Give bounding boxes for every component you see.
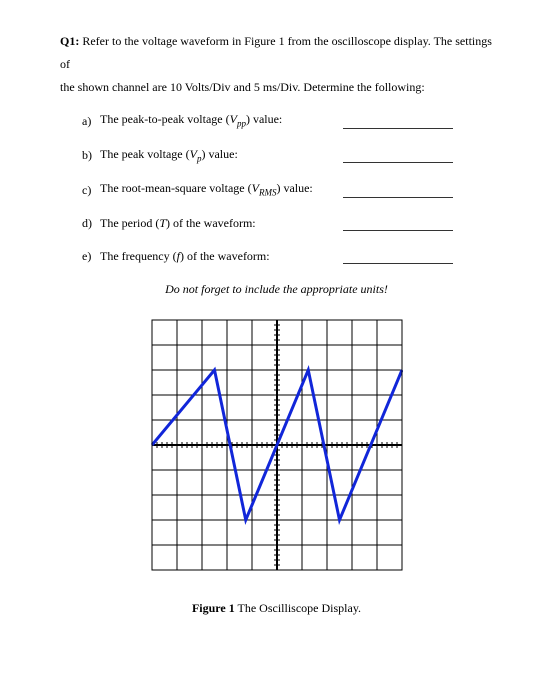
item-var: V: [252, 181, 259, 195]
figure-container: [60, 319, 493, 571]
item-pre: The peak-to-peak voltage (: [100, 112, 230, 126]
caption-bold: Figure 1: [192, 601, 235, 615]
answer-blank: [343, 252, 453, 264]
item-post: ) value:: [201, 147, 237, 161]
item-pre: The frequency (: [100, 249, 177, 263]
question-item: e)The frequency (f) of the waveform:: [82, 249, 493, 264]
item-text: The peak-to-peak voltage (Vpp) value:: [100, 112, 282, 128]
answer-blank: [343, 186, 453, 198]
item-post: ) value:: [276, 181, 312, 195]
item-letter: a): [82, 114, 100, 129]
item-letter: d): [82, 216, 100, 231]
caption-rest: The Oscilliscope Display.: [235, 601, 361, 615]
item-text: The peak voltage (Vp) value:: [100, 147, 238, 163]
item-var: T: [159, 216, 166, 230]
answer-blank: [343, 151, 453, 163]
answer-blank: [343, 117, 453, 129]
figure-caption: Figure 1 The Oscilliscope Display.: [60, 601, 493, 616]
item-sub: RMS: [259, 188, 277, 198]
item-text: The period (T) of the waveform:: [100, 216, 256, 231]
item-text: The root-mean-square voltage (VRMS) valu…: [100, 181, 313, 197]
question-items: a)The peak-to-peak voltage (Vpp) value:b…: [60, 112, 493, 263]
item-var: V: [230, 112, 237, 126]
intro-line1: Refer to the voltage waveform in Figure …: [60, 34, 492, 71]
oscilloscope-figure: [151, 319, 403, 571]
question-intro: Q1: Refer to the voltage waveform in Fig…: [60, 30, 493, 98]
question-label: Q1:: [60, 34, 79, 48]
item-pre: The period (: [100, 216, 159, 230]
answer-blank: [343, 219, 453, 231]
question-item: d)The period (T) of the waveform:: [82, 216, 493, 231]
intro-line2: the shown channel are 10 Volts/Div and 5…: [60, 80, 425, 94]
reminder-text: Do not forget to include the appropriate…: [60, 282, 493, 297]
item-var: V: [190, 147, 197, 161]
question-item: b)The peak voltage (Vp) value:: [82, 147, 493, 163]
question-item: c)The root-mean-square voltage (VRMS) va…: [82, 181, 493, 197]
item-post: ) of the waveform:: [180, 249, 270, 263]
item-post: ) of the waveform:: [166, 216, 256, 230]
item-post: ) value:: [246, 112, 282, 126]
item-sub: pp: [237, 119, 246, 129]
item-text: The frequency (f) of the waveform:: [100, 249, 270, 264]
item-letter: c): [82, 183, 100, 198]
item-letter: b): [82, 148, 100, 163]
item-pre: The peak voltage (: [100, 147, 190, 161]
item-letter: e): [82, 249, 100, 264]
item-pre: The root-mean-square voltage (: [100, 181, 252, 195]
question-item: a)The peak-to-peak voltage (Vpp) value:: [82, 112, 493, 128]
